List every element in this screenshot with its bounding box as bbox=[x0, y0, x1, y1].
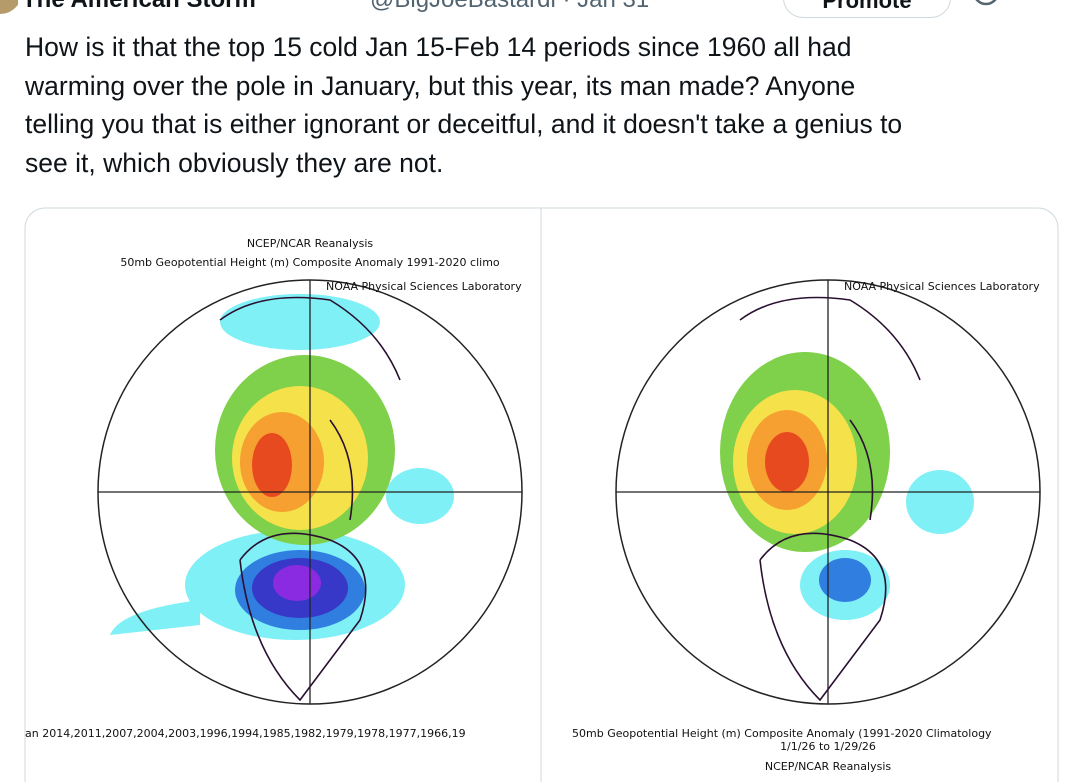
map-caption: 50mb Geopotential Height (m) Composite A… bbox=[572, 727, 992, 740]
avatar bbox=[0, 0, 18, 14]
display-name[interactable]: The American Storm bbox=[22, 0, 256, 14]
post-line: telling you that is either ignorant or d… bbox=[25, 109, 903, 139]
map-title: NCEP/NCAR Reanalysis bbox=[247, 237, 373, 250]
handle-date[interactable]: @BigJoeBastardi · Jan 31 bbox=[370, 0, 649, 14]
post-text: How is it that the top 15 cold Jan 15-Fe… bbox=[25, 28, 902, 182]
right-map[interactable]: NOAA Physical Sciences Laboratory 50mb G… bbox=[572, 279, 1041, 773]
grok-icon[interactable] bbox=[968, 0, 1004, 14]
map-caption: NCEP/NCAR Reanalysis bbox=[765, 760, 891, 773]
post-line: How is it that the top 15 cold Jan 15-Fe… bbox=[25, 32, 852, 62]
post-line: warming over the pole in January, but th… bbox=[25, 70, 856, 101]
map-caption: 1/1/26 to 1/29/26 bbox=[780, 740, 876, 753]
map-title: 50mb Geopotential Height (m) Composite A… bbox=[120, 256, 500, 269]
left-map[interactable]: NCEP/NCAR Reanalysis 50mb Geopotential H… bbox=[25, 237, 523, 740]
map-credit: NOAA Physical Sciences Laboratory bbox=[844, 280, 1040, 293]
map-credit: NOAA Physical Sciences Laboratory bbox=[326, 280, 522, 293]
post-line: see it, which obviously they are not. bbox=[25, 147, 444, 178]
map-caption: an 2014,2011,2007,2004,2003,1996,1994,19… bbox=[25, 727, 466, 740]
